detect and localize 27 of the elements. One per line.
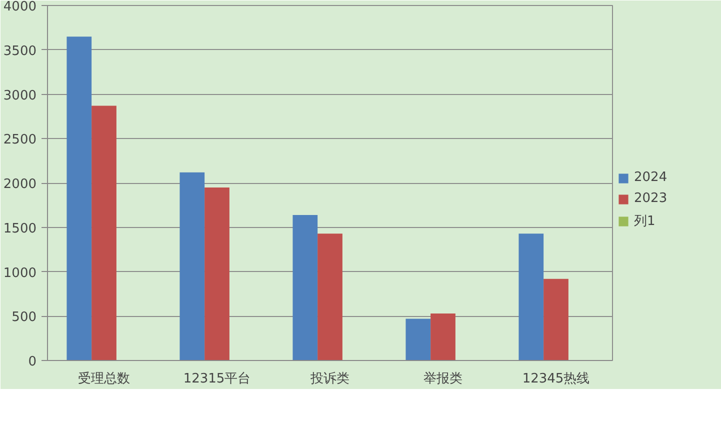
y-tick-label: 3000	[3, 88, 37, 104]
bar	[430, 313, 456, 360]
x-tick-label: 投诉类	[310, 372, 350, 386]
x-tick-label: 12315平台	[183, 372, 251, 386]
y-tick-label: 4000	[3, 0, 37, 14]
legend-label: 2024	[634, 170, 668, 185]
x-tick-label: 12345热线	[522, 372, 590, 386]
y-tick-label: 2500	[3, 132, 37, 148]
bar	[544, 278, 568, 360]
bar	[292, 214, 318, 360]
x-tick-label: 受理总数	[78, 372, 130, 386]
bar	[92, 106, 116, 360]
bar	[180, 172, 205, 360]
y-tick-label: 1000	[3, 266, 37, 281]
x-tick-label: 举报类	[424, 372, 462, 386]
bar	[66, 36, 92, 360]
bar	[318, 234, 342, 360]
y-tick-label: 500	[12, 310, 37, 326]
y-tick-label: 0	[28, 354, 37, 370]
y-tick-label: 1500	[3, 221, 37, 236]
legend-label: 2023	[634, 191, 668, 206]
legend-label: 列1	[634, 213, 656, 230]
y-tick-label: 3500	[3, 44, 37, 59]
bar	[518, 234, 544, 360]
bar	[204, 187, 230, 360]
y-tick-label: 2000	[3, 177, 37, 192]
bar	[406, 318, 431, 360]
